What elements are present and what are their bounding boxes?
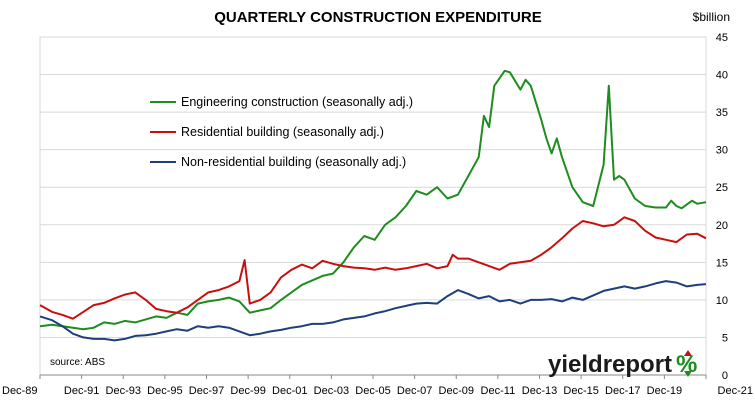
- legend-label-1: Engineering construction (seasonally adj…: [181, 95, 413, 109]
- series-lines: [39, 69, 707, 342]
- x-axis-ticks: Dec-89 Dec-91 Dec-93 Dec-95 Dec-97 Dec-99 Dec-…: [2, 374, 753, 397]
- x-tick-label: Dec-09: [439, 385, 474, 397]
- plot-area-border: [39, 36, 707, 376]
- source-note: source: ABS: [50, 357, 105, 368]
- y-tick-label: 5: [722, 332, 728, 344]
- legend-label-3: Non-residential building (seasonally adj…: [181, 155, 406, 169]
- y-tick-label: 25: [716, 182, 728, 194]
- x-tick-label: Dec-17: [605, 385, 640, 397]
- x-tick-label: Dec-05: [355, 385, 390, 397]
- y-axis-ticks: 0 5 10 15 20 25 30 35 40 45: [716, 32, 728, 382]
- legend: Engineering construction (seasonally adj…: [150, 95, 413, 169]
- series-line-1: [39, 69, 707, 331]
- y-tick-label: 15: [716, 257, 728, 269]
- y-tick-label: 20: [716, 220, 728, 232]
- series-line-3: [39, 280, 707, 342]
- x-tick-label: Dec-03: [314, 385, 349, 397]
- x-tick-label: Dec-93: [106, 385, 141, 397]
- x-tick-label: Dec-15: [563, 385, 598, 397]
- x-tick-label: Dec-01: [272, 385, 307, 397]
- x-tick-label: Dec-21: [718, 385, 753, 397]
- y-tick-label: 10: [716, 295, 728, 307]
- logo-up-arrow-icon: [684, 350, 692, 356]
- y-tick-label: 30: [716, 145, 728, 157]
- legend-label-2: Residential building (seasonally adj.): [181, 125, 384, 139]
- x-tick-label: Dec-99: [230, 385, 265, 397]
- series-line-2: [39, 216, 707, 320]
- x-tick-label: Dec-89: [2, 385, 37, 397]
- y-axis-unit-label: $billion: [693, 10, 730, 24]
- y-tick-label: 0: [722, 370, 728, 382]
- svg-text:yieldreport%: yieldreport%: [548, 351, 697, 378]
- x-tick-label: Dec-13: [522, 385, 557, 397]
- x-tick-label: Dec-95: [147, 385, 182, 397]
- x-tick-label: Dec-19: [647, 385, 682, 397]
- y-tick-label: 45: [716, 32, 728, 44]
- logo-text: yieldreport: [548, 351, 672, 378]
- logo-down-arrow-icon: [684, 371, 692, 377]
- gridlines: [39, 36, 707, 376]
- x-tick-label: Dec-97: [189, 385, 224, 397]
- x-tick-label: Dec-07: [397, 385, 432, 397]
- chart-title: QUARTERLY CONSTRUCTION EXPENDITURE: [214, 9, 542, 26]
- x-tick-label: Dec-91: [64, 385, 99, 397]
- y-tick-label: 40: [716, 70, 728, 82]
- y-tick-label: 35: [716, 107, 728, 119]
- yieldreport-logo: yieldreport%: [548, 350, 697, 378]
- x-tick-label: Dec-11: [481, 385, 516, 397]
- logo-percent: %: [676, 351, 697, 378]
